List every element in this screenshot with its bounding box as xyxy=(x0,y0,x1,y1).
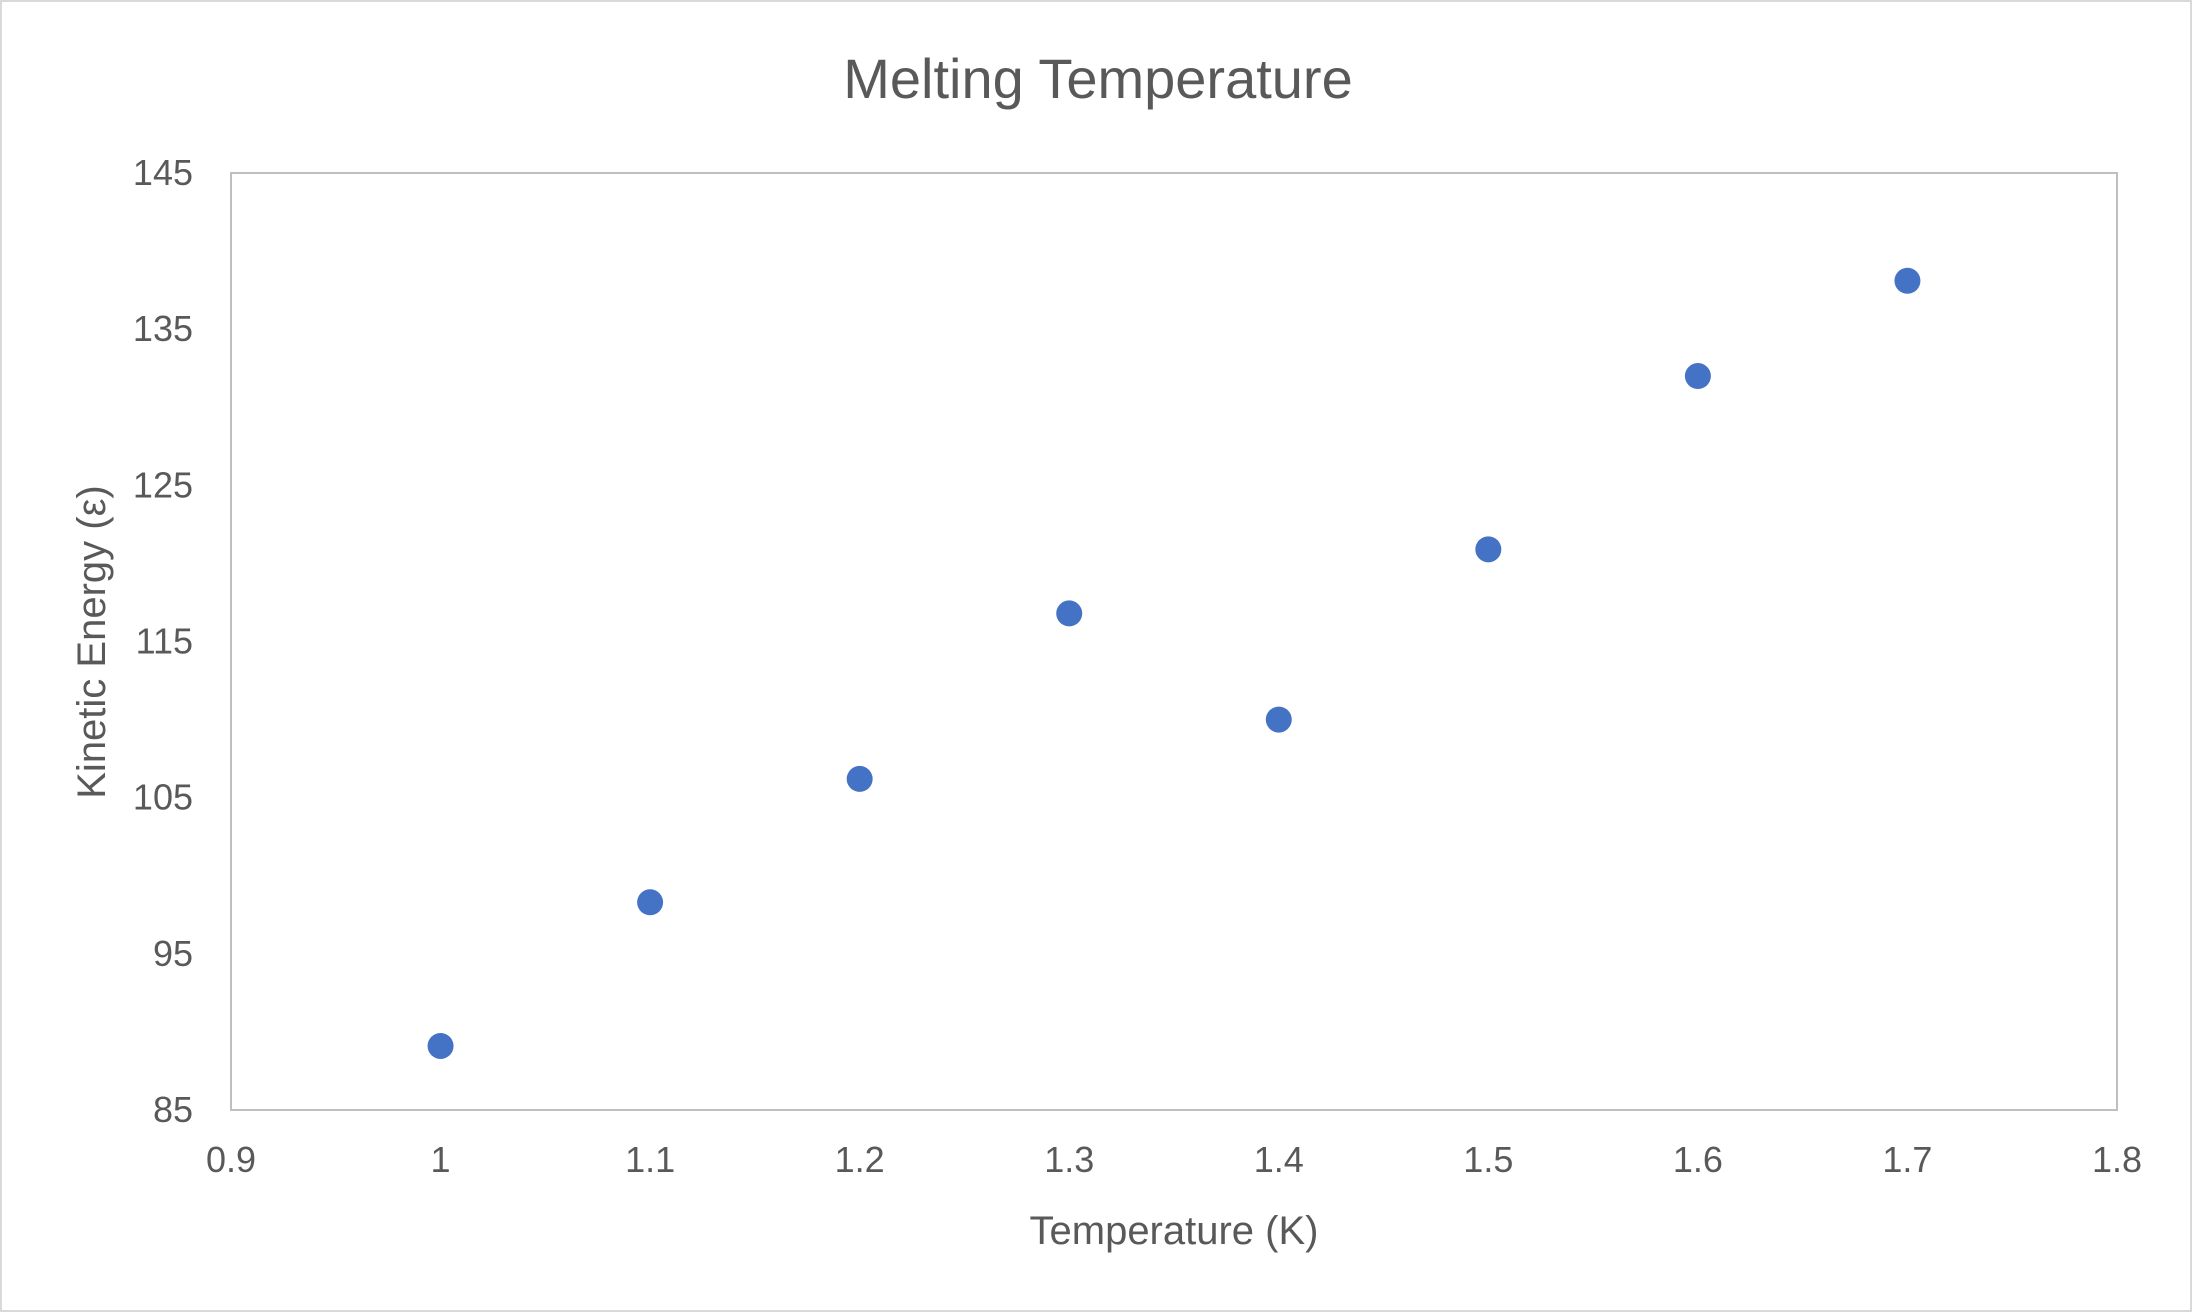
data-point xyxy=(846,765,873,792)
data-point xyxy=(1684,363,1711,390)
x-tick-label: 1.7 xyxy=(1882,1139,1932,1180)
x-tick-label: 1 xyxy=(431,1139,451,1180)
y-tick-label: 135 xyxy=(133,308,193,349)
data-point xyxy=(427,1032,454,1059)
y-tick-label: 85 xyxy=(153,1089,193,1130)
x-tick-label: 1.6 xyxy=(1673,1139,1723,1180)
y-tick-label: 125 xyxy=(133,464,193,505)
x-axis: 0.9 1 1.1 1.2 1.3 1.4 1.5 1.6 1.7 1.8 xyxy=(206,1139,2142,1180)
x-axis-title: Temperature (K) xyxy=(1030,1209,1319,1253)
y-tick-label: 115 xyxy=(136,621,193,662)
data-point xyxy=(1894,267,1921,294)
x-tick-label: 0.9 xyxy=(206,1139,256,1180)
y-axis-title: Kinetic Energy (ε) xyxy=(70,485,114,799)
x-tick-label: 1.5 xyxy=(1463,1139,1513,1180)
x-tick-label: 1.2 xyxy=(835,1139,885,1180)
data-point xyxy=(1265,706,1292,733)
x-tick-label: 1.3 xyxy=(1044,1139,1094,1180)
y-tick-label: 95 xyxy=(153,933,193,974)
plot-area xyxy=(230,172,2118,1111)
y-axis: 85 95 105 115 125 135 145 xyxy=(133,152,193,1130)
data-point xyxy=(637,889,664,916)
y-tick-label: 105 xyxy=(133,777,193,818)
x-tick-label: 1.1 xyxy=(625,1139,675,1180)
data-point xyxy=(1056,600,1083,627)
data-series xyxy=(427,267,1921,1059)
y-tick-label: 145 xyxy=(133,152,193,193)
x-tick-label: 1.8 xyxy=(2092,1139,2142,1180)
x-tick-label: 1.4 xyxy=(1254,1139,1304,1180)
chart-title: Melting Temperature xyxy=(843,47,1352,110)
data-point xyxy=(1475,536,1502,563)
